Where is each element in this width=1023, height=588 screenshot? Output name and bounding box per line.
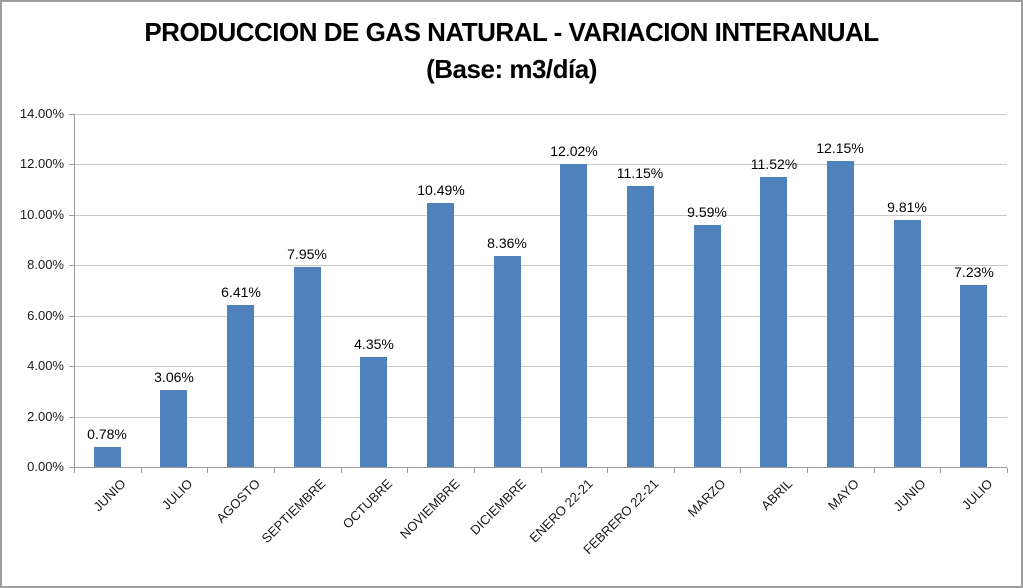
x-tick-label: MAYO (824, 476, 862, 514)
x-axis-tick (607, 468, 608, 473)
x-tick-label: ENERO 22-21 (526, 476, 596, 546)
chart-title: PRODUCCION DE GAS NATURAL - VARIACION IN… (2, 14, 1021, 88)
bar-value-label: 10.49% (417, 182, 465, 198)
x-tick-label: AGOSTO (212, 476, 263, 526)
bar-value-label: 9.59% (687, 204, 727, 220)
x-axis-tick (74, 468, 75, 473)
y-tick-label: 2.00% (27, 409, 64, 424)
x-tick-label: OCTUBRE (340, 476, 396, 532)
x-tick-label: JUNIO (890, 476, 929, 515)
bar (894, 220, 921, 467)
bar-value-label: 9.81% (887, 199, 927, 215)
y-axis-tick (69, 417, 74, 418)
bar (227, 305, 254, 467)
x-tick-label: ABRIL (758, 476, 796, 514)
bar-value-label: 4.35% (354, 336, 394, 352)
x-tick-label: JUNIO (90, 476, 129, 515)
x-axis-tick (274, 468, 275, 473)
x-tick-label: DICIEMBRE (466, 476, 529, 538)
bar (760, 177, 787, 467)
y-tick-label: 6.00% (27, 308, 64, 323)
bar (627, 186, 654, 467)
x-axis-tick (541, 468, 542, 473)
y-tick-label: 14.00% (19, 106, 64, 121)
y-tick-label: 10.00% (19, 207, 64, 222)
x-axis-tick (141, 468, 142, 473)
x-tick-label: MARZO (684, 476, 729, 520)
x-axis-tick (807, 468, 808, 473)
bar-value-label: 12.02% (550, 143, 598, 159)
x-axis-line (74, 467, 1007, 468)
gridline (75, 215, 1007, 216)
x-axis-tick (207, 468, 208, 473)
y-axis-tick (69, 215, 74, 216)
y-axis-tick (69, 164, 74, 165)
bar (160, 390, 187, 467)
y-tick-label: 4.00% (27, 358, 64, 373)
y-axis-tick (69, 114, 74, 115)
bar-value-label: 6.41% (221, 284, 261, 300)
x-axis-tick (474, 468, 475, 473)
y-axis-line (74, 114, 75, 472)
chart-title-line2: (Base: m3/día) (426, 54, 597, 84)
gridline (75, 366, 1007, 367)
x-tick-label: SEPTIEMBRE (258, 476, 329, 546)
bar-value-label: 11.52% (750, 156, 798, 172)
bar-value-label: 11.15% (616, 165, 664, 181)
bar (360, 357, 387, 467)
bar-value-label: 7.23% (954, 264, 994, 280)
y-axis-tick (69, 467, 74, 468)
y-axis-tick (69, 265, 74, 266)
x-tick-label: JULIO (158, 476, 196, 513)
x-axis-tick (674, 468, 675, 473)
chart-title-line1: PRODUCCION DE GAS NATURAL - VARIACION IN… (144, 17, 879, 47)
y-tick-label: 12.00% (19, 156, 64, 171)
bar-value-label: 3.06% (154, 369, 194, 385)
gridline (75, 265, 1007, 266)
gridline (75, 417, 1007, 418)
x-tick-label: NOVIEMBRE (396, 476, 463, 542)
bar (694, 225, 721, 467)
bar-value-label: 12.15% (816, 140, 864, 156)
bar (94, 447, 121, 467)
y-axis-tick (69, 366, 74, 367)
bar (294, 267, 321, 467)
x-axis-tick (1007, 468, 1008, 473)
x-axis-tick (341, 468, 342, 473)
gridline (75, 164, 1007, 165)
y-tick-label: 8.00% (27, 257, 64, 272)
x-axis-tick (940, 468, 941, 473)
y-tick-label: 0.00% (27, 459, 64, 474)
x-axis-tick (874, 468, 875, 473)
bar-value-label: 8.36% (487, 235, 527, 251)
bar (960, 285, 987, 467)
x-tick-label: JULIO (958, 476, 996, 513)
bar (827, 161, 854, 467)
gridline (75, 316, 1007, 317)
bar (560, 164, 587, 467)
bar (427, 203, 454, 467)
x-axis-tick (407, 468, 408, 473)
gridline (75, 114, 1007, 115)
y-axis-tick (69, 316, 74, 317)
bar (494, 256, 521, 467)
bar-value-label: 0.78% (87, 426, 127, 442)
x-axis-tick (740, 468, 741, 473)
bar-value-label: 7.95% (287, 246, 327, 262)
